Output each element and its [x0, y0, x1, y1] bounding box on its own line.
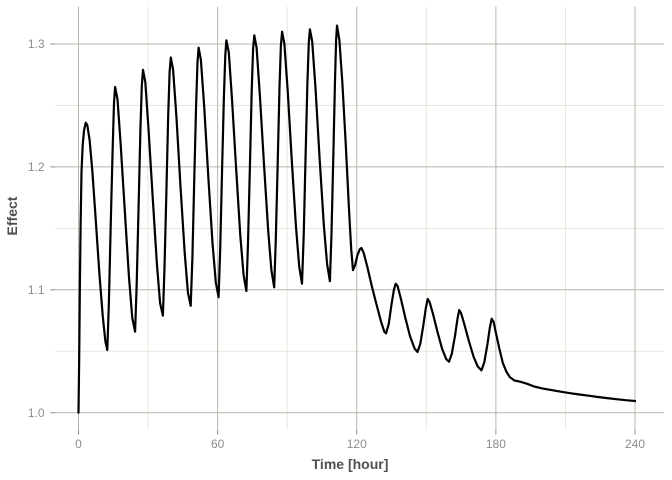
- y-tick-label-1.3: 1.3: [27, 37, 45, 51]
- minor-gridlines: [55, 6, 664, 430]
- series-path-effect: [77, 24, 637, 414]
- y-tick-label-1.1: 1.1: [27, 282, 45, 297]
- series-line-effect: [77, 24, 637, 414]
- axis-tick-marks: [50, 43, 636, 435]
- x-tick-label-240: 240: [624, 437, 646, 451]
- x-tick-label-60: 60: [210, 437, 225, 451]
- y-tick-label-1.0: 1.0: [27, 405, 45, 420]
- x-tick-label-180: 180: [485, 437, 506, 451]
- major-gridlines: [55, 6, 664, 430]
- y-tick-label-1.2: 1.2: [27, 159, 45, 174]
- x-axis-title: Time [hour]: [311, 456, 389, 472]
- x-tick-label-120: 120: [346, 437, 367, 451]
- x-tick-label-0: 0: [75, 437, 82, 451]
- y-axis-title: Effect: [4, 196, 20, 236]
